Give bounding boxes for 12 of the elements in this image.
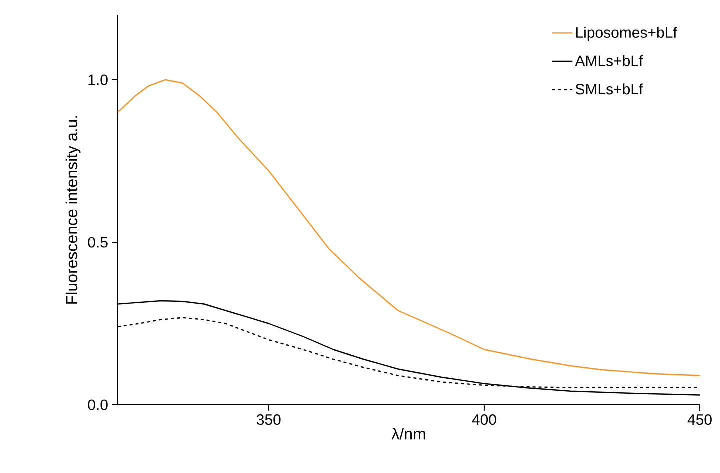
y-axis-title: Fluorescence intensity a.u. xyxy=(66,116,81,304)
x-tick-label: 350 xyxy=(256,414,281,426)
y-tick-label: 0.0 xyxy=(88,400,108,410)
x-tick-label: 450 xyxy=(688,414,712,426)
x-tick-label: 400 xyxy=(472,414,496,426)
line-series xyxy=(117,79,701,376)
x-axis-title: λ/nm xyxy=(392,428,426,440)
y-tick-label: 1.0 xyxy=(88,74,108,86)
y-tick-label: 0.5 xyxy=(88,237,108,248)
legend-label: AMLs+bLf xyxy=(575,55,644,66)
legend-label: Liposomes+bLf xyxy=(576,26,678,41)
legend-label: SMLs+bLf xyxy=(576,84,644,95)
